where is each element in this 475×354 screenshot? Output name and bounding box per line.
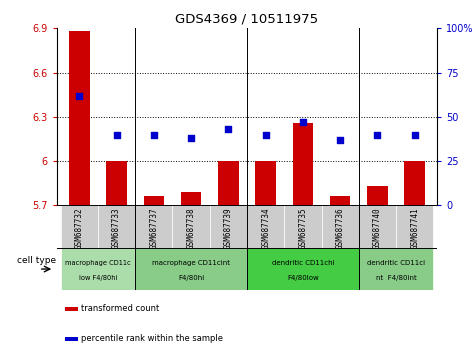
Text: percentile rank within the sample: percentile rank within the sample (81, 335, 223, 343)
Bar (65, 307, 78, 311)
Text: GSM687740: GSM687740 (373, 207, 382, 249)
Bar (359, 205, 396, 248)
Bar (218, 161, 238, 205)
Text: macrophage CD11cint: macrophage CD11cint (152, 260, 230, 266)
Bar (247, 205, 284, 248)
Bar (247, 248, 359, 290)
Bar (359, 248, 433, 290)
Text: dendritic CD11chi: dendritic CD11chi (272, 260, 334, 266)
Bar (135, 248, 247, 290)
Text: nt  F4/80int: nt F4/80int (376, 275, 417, 281)
Bar (61, 248, 135, 290)
Text: GSM687732: GSM687732 (75, 207, 84, 249)
Bar (98, 205, 135, 248)
Text: transformed count: transformed count (81, 304, 159, 313)
Title: GDS4369 / 10511975: GDS4369 / 10511975 (175, 13, 319, 26)
Bar (210, 205, 247, 248)
Point (262, 132, 269, 137)
Bar (256, 161, 276, 205)
Text: GSM687733: GSM687733 (112, 207, 121, 249)
Bar (330, 196, 351, 205)
Bar (65, 337, 78, 341)
Text: cell type: cell type (17, 256, 56, 265)
Text: dendritic CD11ci: dendritic CD11ci (367, 260, 425, 266)
Bar (61, 205, 98, 248)
Bar (143, 196, 164, 205)
Text: GSM687739: GSM687739 (224, 207, 233, 249)
Bar (367, 186, 388, 205)
Bar (172, 205, 210, 248)
Text: macrophage CD11c: macrophage CD11c (65, 260, 131, 266)
Text: GSM687735: GSM687735 (298, 207, 307, 249)
Text: F4/80hi: F4/80hi (178, 275, 204, 281)
Bar (284, 205, 322, 248)
Point (411, 132, 418, 137)
Point (299, 119, 307, 125)
Text: GSM687737: GSM687737 (149, 207, 158, 249)
Point (150, 132, 158, 137)
Bar (181, 192, 201, 205)
Text: GSM687736: GSM687736 (336, 207, 345, 249)
Bar (69, 31, 90, 205)
Bar (396, 205, 433, 248)
Point (336, 137, 344, 143)
Point (225, 126, 232, 132)
Point (187, 135, 195, 141)
Bar (106, 161, 127, 205)
Text: GSM687734: GSM687734 (261, 207, 270, 249)
Bar (135, 205, 172, 248)
Bar (293, 123, 313, 205)
Point (76, 93, 83, 98)
Text: GSM687738: GSM687738 (187, 207, 196, 249)
Point (113, 132, 120, 137)
Bar (322, 205, 359, 248)
Text: F4/80low: F4/80low (287, 275, 319, 281)
Point (374, 132, 381, 137)
Text: low F4/80hi: low F4/80hi (79, 275, 117, 281)
Text: GSM687741: GSM687741 (410, 207, 419, 249)
Bar (404, 161, 425, 205)
